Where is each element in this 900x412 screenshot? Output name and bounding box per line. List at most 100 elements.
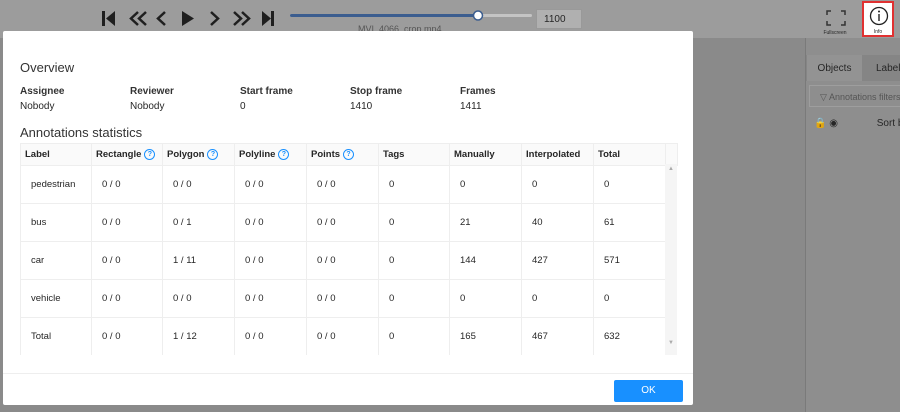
- overview-value: Nobody: [20, 101, 55, 112]
- column-header-text: Manually: [454, 149, 495, 160]
- frame-input[interactable]: 1100: [536, 9, 582, 29]
- fullscreen-icon[interactable]: [825, 9, 847, 27]
- table-cell: 1 / 11: [162, 241, 235, 280]
- table-cell: 0 / 0: [91, 279, 163, 318]
- table-cell: 0: [378, 165, 450, 204]
- table-cell: 0: [593, 165, 666, 204]
- table-cell: 632: [593, 317, 666, 355]
- info-modal: Overview Assignee Nobody Reviewer Nobody Sta…: [3, 31, 693, 405]
- table-cell: bus: [20, 203, 92, 242]
- column-header: Label: [20, 143, 92, 166]
- overview-label: Reviewer: [130, 86, 174, 97]
- filter-placeholder: Annotations filters: [828, 92, 900, 102]
- column-header-text: Label: [25, 149, 50, 160]
- table-cell: 0 / 0: [234, 241, 307, 280]
- column-header-text: Rectangle: [96, 149, 142, 160]
- table-cell: 40: [521, 203, 594, 242]
- scroll-gutter: [665, 143, 678, 166]
- column-header: Tags: [378, 143, 450, 166]
- tab[interactable]: Labels: [876, 63, 900, 74]
- filter-input[interactable]: ▽ Annotations filters: [809, 85, 900, 107]
- table-cell: 0 / 0: [91, 165, 163, 204]
- ok-button[interactable]: OK: [614, 380, 683, 402]
- table-cell: 0: [378, 279, 450, 318]
- overview-label: Assignee: [20, 86, 65, 97]
- frame-slider[interactable]: [288, 8, 534, 24]
- player-controls: [102, 11, 274, 26]
- table-cell: 427: [521, 241, 594, 280]
- table-cell: 0: [449, 279, 522, 318]
- help-icon: ?: [144, 148, 156, 160]
- table-cell: 0: [449, 165, 522, 204]
- table-cell: 21: [449, 203, 522, 242]
- table-cell: 0: [378, 317, 450, 355]
- overview-value: 1411: [460, 101, 482, 112]
- overview-value: 0: [240, 101, 246, 112]
- column-header: Rectangle?: [91, 143, 163, 166]
- column-header-text: Tags: [383, 149, 405, 160]
- column-header: Manually: [449, 143, 522, 166]
- column-header: Interpolated: [521, 143, 594, 166]
- help-icon: ?: [343, 148, 355, 160]
- column-header-text: Polygon: [167, 149, 205, 160]
- header-row: Label Rectangle? Polygon? Polyline? Points? T…: [20, 143, 678, 166]
- list-header: 🔒 ◉ Sort by: [814, 118, 900, 129]
- column-header-text: Interpolated: [526, 149, 581, 160]
- table-cell: 0 / 0: [234, 317, 307, 355]
- table-cell: 0 / 1: [162, 203, 235, 242]
- info-button[interactable]: Info: [862, 1, 894, 37]
- table-cell: 467: [521, 317, 594, 355]
- table-cell: 0 / 0: [306, 203, 379, 242]
- overview-title: Overview: [20, 60, 75, 75]
- table-cell: pedestrian: [20, 165, 92, 204]
- overview-value: 1410: [350, 101, 373, 112]
- tab[interactable]: Objects: [807, 55, 862, 81]
- table-cell: 0 / 0: [234, 203, 307, 242]
- info-label: Info: [873, 29, 883, 35]
- table-cell: 0 / 0: [91, 317, 163, 355]
- column-header-text: Total: [598, 149, 620, 160]
- sort-label: Sort by: [876, 118, 900, 129]
- overview-label: Start frame: [240, 86, 293, 97]
- column-header: Polygon?: [162, 143, 235, 166]
- table-cell: 0 / 0: [91, 203, 163, 242]
- stats-table-wrap: Label Rectangle? Polygon? Polyline? Points? T…: [20, 143, 678, 355]
- overview-label: Frames: [460, 86, 496, 97]
- column-header-text: Polyline: [239, 149, 276, 160]
- table-cell: 0 / 0: [91, 241, 163, 280]
- column-header: Points?: [306, 143, 379, 166]
- side-panel: Objects Labels ▽ Annotations filters 🔒 ◉…: [805, 38, 900, 412]
- table-cell: 0 / 0: [306, 279, 379, 318]
- stats-title: Annotations statistics: [20, 125, 143, 140]
- table-cell: 571: [593, 241, 666, 280]
- table-cell: 0: [378, 241, 450, 280]
- table-cell: 1 / 12: [162, 317, 235, 355]
- table-cell: 0 / 0: [162, 279, 235, 318]
- table-cell: 0: [521, 165, 594, 204]
- table-cell: car: [20, 241, 92, 280]
- help-icon: ?: [278, 148, 290, 160]
- table-cell: 0: [593, 279, 666, 318]
- table-cell: 144: [449, 241, 522, 280]
- help-icon: ?: [207, 148, 219, 160]
- column-header: Polyline?: [234, 143, 307, 166]
- stats-table: Label Rectangle? Polygon? Polyline? Points? T…: [20, 143, 678, 355]
- column-header: Total: [593, 143, 666, 166]
- overview-value: Nobody: [130, 101, 165, 112]
- table-cell: Total: [20, 317, 92, 355]
- table-cell: 0 / 0: [162, 165, 235, 204]
- table-cell: 0 / 0: [234, 279, 307, 318]
- scrollbar[interactable]: ▲ ▼: [665, 164, 677, 355]
- info-icon: [869, 6, 889, 26]
- table-cell: 0 / 0: [234, 165, 307, 204]
- column-header-text: Points: [311, 149, 341, 160]
- table-cell: 165: [449, 317, 522, 355]
- footer-divider: [3, 373, 693, 374]
- table-cell: 0 / 0: [306, 317, 379, 355]
